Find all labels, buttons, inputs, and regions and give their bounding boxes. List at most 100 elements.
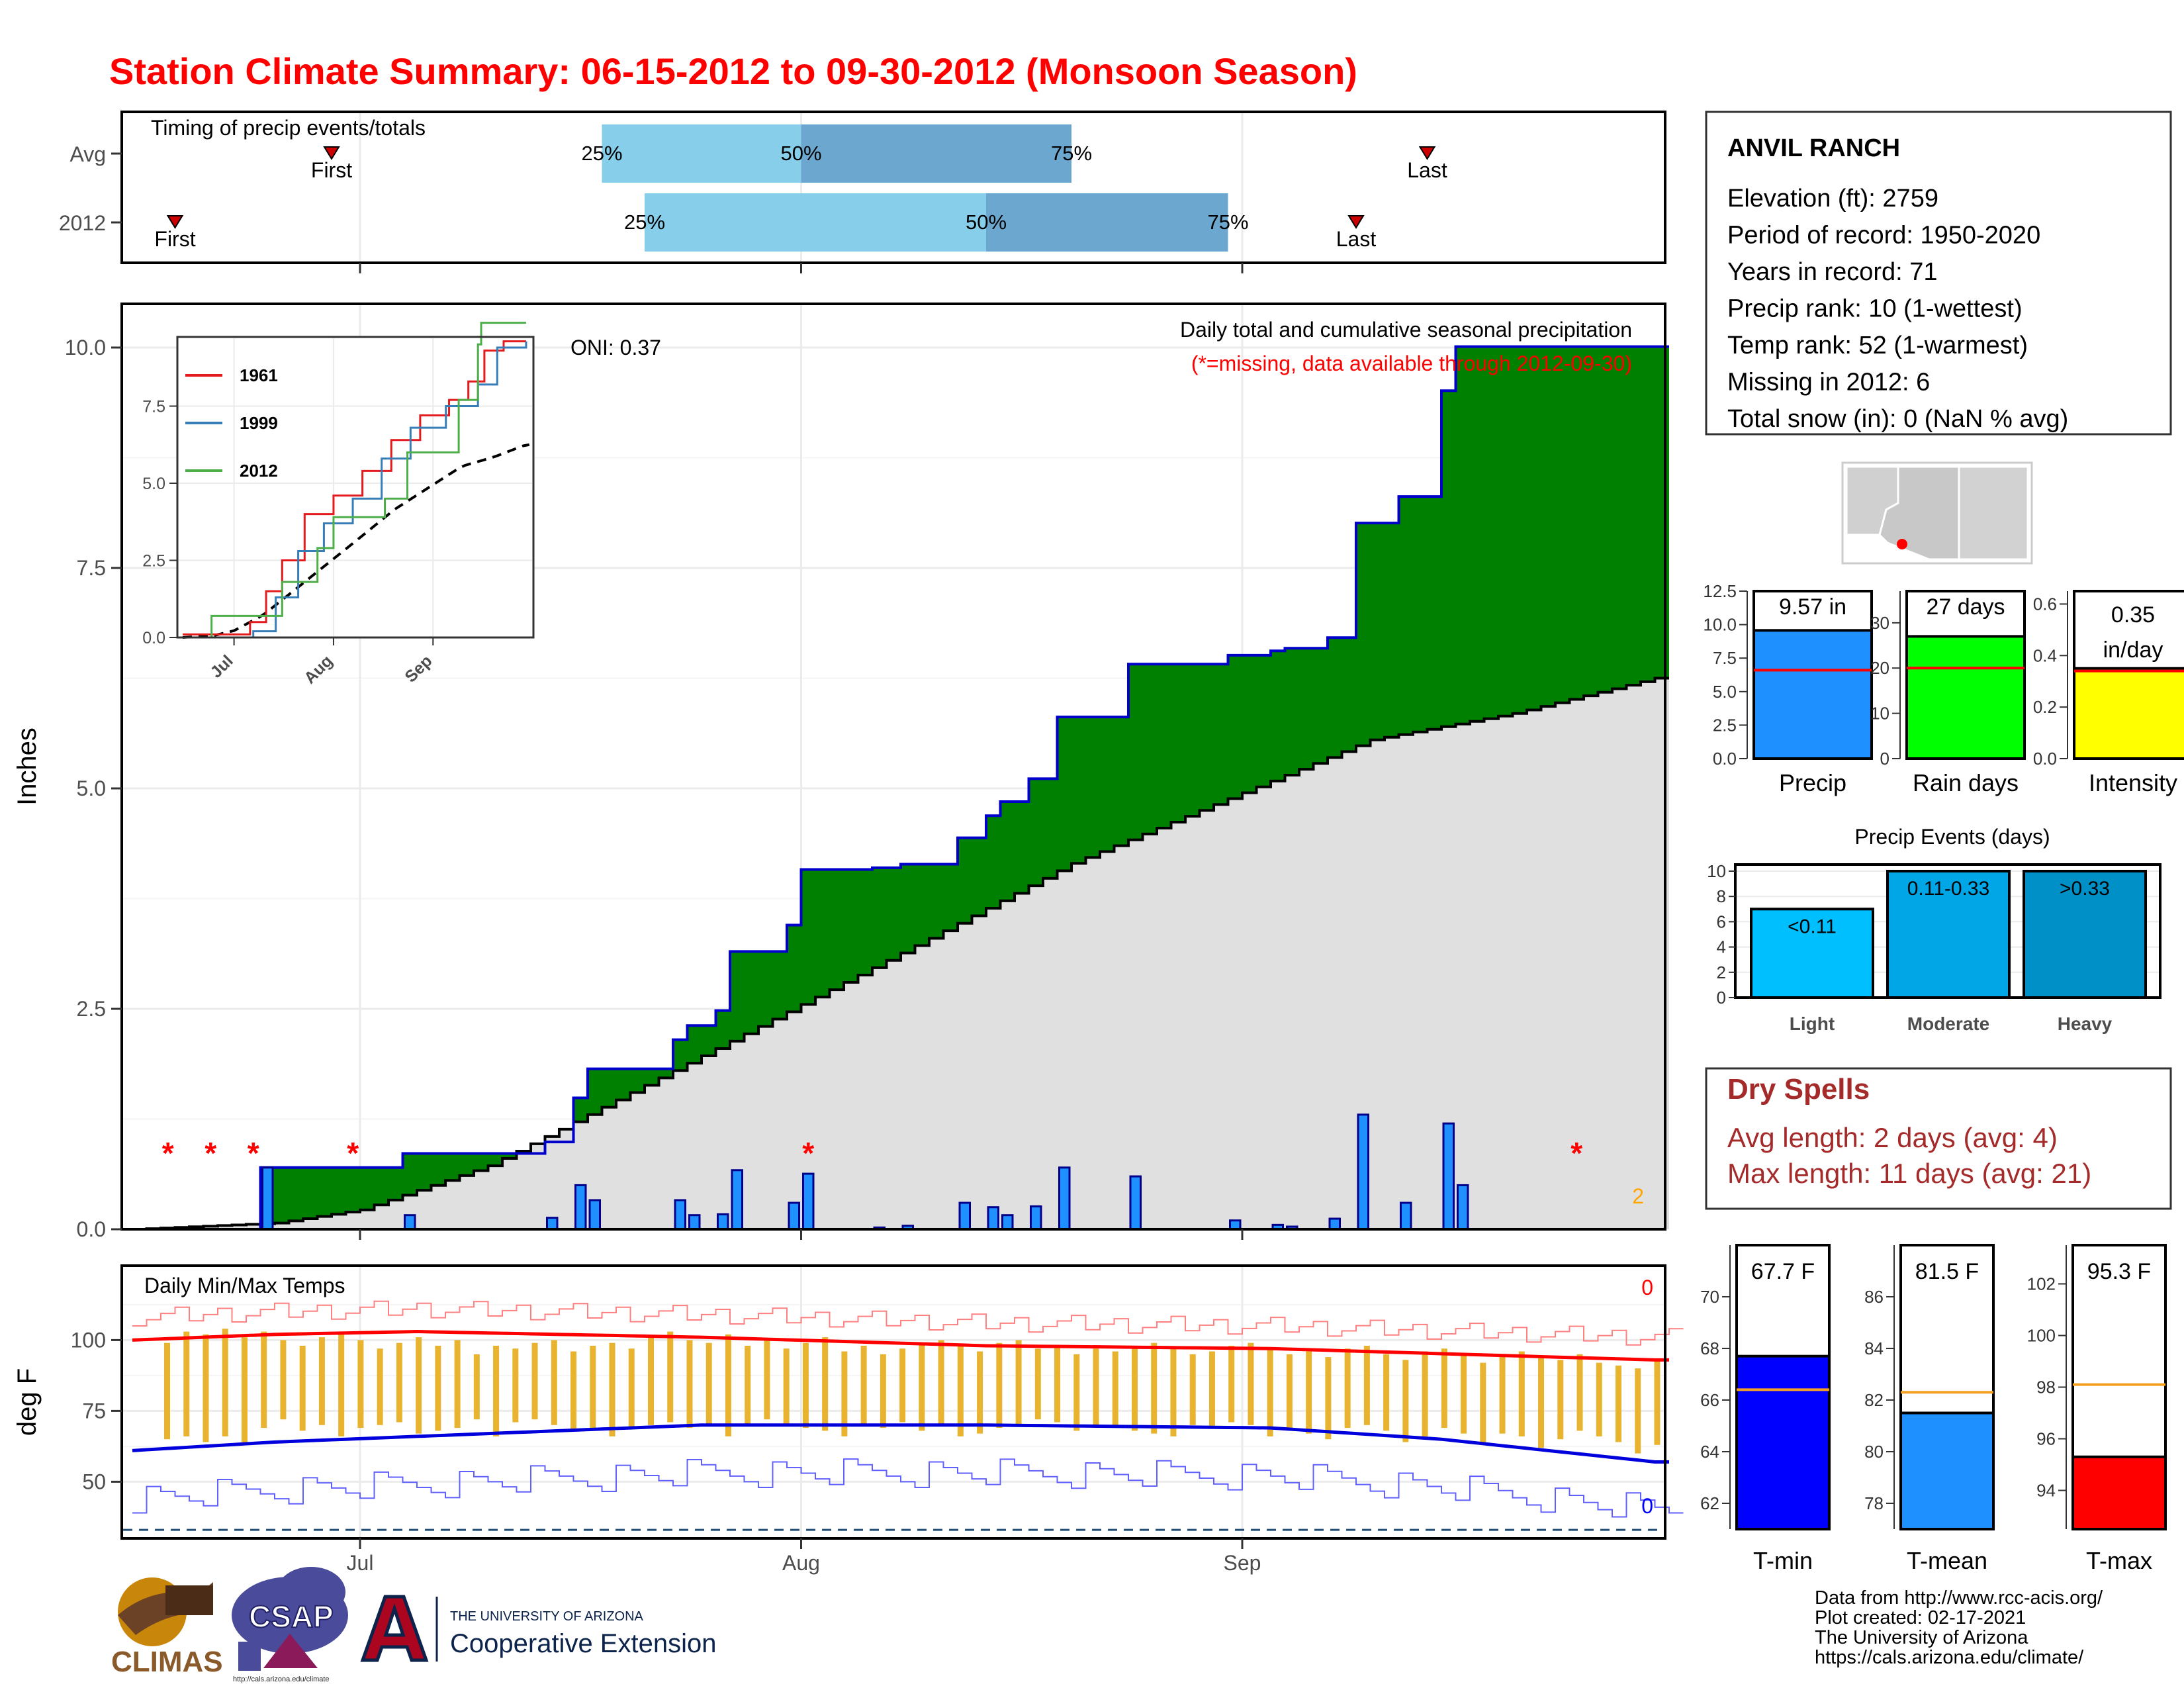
daily-temp-range-bar-34 bbox=[822, 1337, 829, 1431]
daily-temp-range-bar-77 bbox=[1654, 1360, 1661, 1445]
summary-bar-0-tick-label-1: 2.5 bbox=[1713, 715, 1737, 735]
daily-precip-bar-5 bbox=[674, 1199, 686, 1231]
daily-temp-range-bar-62 bbox=[1363, 1345, 1370, 1425]
daily-temp-range-bar-41 bbox=[957, 1345, 964, 1436]
daily-precip-bar-0 bbox=[261, 1166, 274, 1231]
precip-ytick-label-1: 2.5 bbox=[77, 997, 106, 1021]
daily-temp-range-bar-45 bbox=[1034, 1348, 1041, 1420]
inset-legend-label-2012: 2012 bbox=[240, 461, 278, 481]
daily-temp-range-bar-50 bbox=[1132, 1345, 1138, 1431]
temp-summary-bar-0-tick-label-4: 70 bbox=[1700, 1287, 1719, 1307]
y2012-first-label: First bbox=[154, 227, 195, 251]
inset-line-2012 bbox=[183, 322, 526, 639]
temp-summary-bar-1-tick-label-2: 82 bbox=[1864, 1390, 1884, 1410]
daily-temp-range-bar-60 bbox=[1325, 1357, 1332, 1440]
dry-spells-title: Dry Spells bbox=[1727, 1073, 1870, 1105]
y2012-first-marker bbox=[166, 215, 184, 229]
daily-temp-range-bar-0 bbox=[164, 1342, 170, 1440]
daily-temp-range-bar-38 bbox=[899, 1348, 906, 1423]
csap-mountain-icon bbox=[263, 1634, 318, 1668]
inset-line-1961 bbox=[183, 340, 526, 635]
daily-temp-range-bar-46 bbox=[1054, 1345, 1061, 1423]
avg-last-label: Last bbox=[1407, 158, 1447, 182]
inset-ytick-label-1: 2.5 bbox=[142, 552, 165, 571]
daily-temp-range-bar-4 bbox=[241, 1337, 248, 1445]
daily-temp-range-bar-42 bbox=[977, 1351, 983, 1434]
avg-p75-label: 75% bbox=[1051, 142, 1092, 165]
csap-cloud-top-icon bbox=[277, 1567, 345, 1617]
events-category-0: Light bbox=[1790, 1013, 1835, 1034]
missing-day-markers: * * * * * * bbox=[162, 1136, 1583, 1170]
station-info-lines: Elevation (ft): 2759 Period of record: 19… bbox=[1727, 185, 2068, 433]
precip-y-axis: 0.0 2.5 5.0 7.5 10.0 bbox=[65, 336, 122, 1241]
daily-temp-range-bar-44 bbox=[1015, 1340, 1022, 1425]
dry-spells-box: Dry Spells Avg length: 2 days (avg: 4) M… bbox=[1705, 1067, 2172, 1210]
precip-panel-subtitle: (*=missing, data available through 2012-… bbox=[1191, 352, 1632, 375]
daily-temp-range-bar-65 bbox=[1422, 1351, 1428, 1436]
daily-temp-range-bar-21 bbox=[570, 1351, 577, 1431]
y2012-p75-label: 75% bbox=[1207, 211, 1248, 234]
daily-temp-range-bar-63 bbox=[1383, 1354, 1390, 1431]
temp-corner-top: 0 bbox=[1641, 1276, 1653, 1299]
precip-events-chart: Precip Events (days) <0.11 Light 0.11-0.33… bbox=[1707, 825, 2161, 1034]
temp-summary-bar-0-tick-label-2: 66 bbox=[1700, 1390, 1719, 1410]
daily-temp-range-bar-76 bbox=[1635, 1368, 1641, 1454]
daily-temp-range-bar-61 bbox=[1344, 1348, 1351, 1429]
summary-bar-2-value-text: 0.35 bbox=[2111, 602, 2155, 628]
summary-bar-1-value-bar bbox=[1905, 635, 2026, 760]
temp-panel-title: Daily Min/Max Temps bbox=[144, 1274, 345, 1297]
temp-summary-bar-2-tick-label-1: 96 bbox=[2036, 1429, 2056, 1449]
temp-summary-bar-0-value-text: 67.7 F bbox=[1751, 1259, 1815, 1284]
temp-summary-bar-2-tick-label-0: 94 bbox=[2036, 1481, 2056, 1501]
daily-temp-range-bar-51 bbox=[1151, 1342, 1158, 1434]
daily-temp-range-bar-26 bbox=[667, 1331, 674, 1423]
daily-temp-range-bar-40 bbox=[938, 1340, 944, 1425]
average-cumulative-line bbox=[132, 677, 1669, 1231]
events-ytick-label-3: 6 bbox=[1717, 912, 1726, 931]
y2012-p50-label: 50% bbox=[966, 211, 1007, 234]
temp-summary-bar-2-label: T-max bbox=[2086, 1547, 2152, 1574]
station-name: ANVIL RANCH bbox=[1727, 134, 1900, 162]
events-frame bbox=[1734, 863, 2161, 999]
climas-mesa-icon bbox=[165, 1585, 213, 1615]
location-map bbox=[1841, 461, 2033, 565]
summary-bars: 0.0 2.5 5.0 7.5 10.0 12.5 Precip 9.57 in 0 10 20 30… bbox=[1703, 581, 2184, 796]
summary-bar-2-value-text-2: in/day bbox=[2103, 637, 2163, 663]
missing-day-marker-0: * bbox=[162, 1136, 174, 1170]
inset-legend: 1961 1999 2012 bbox=[185, 365, 278, 481]
daily-precip-bar-3 bbox=[574, 1184, 587, 1231]
summary-bar-1-tick-label-0: 0 bbox=[1880, 749, 1889, 769]
summary-bar-2-tick-label-3: 0.6 bbox=[2033, 594, 2057, 614]
dry-spells-frame bbox=[1705, 1067, 2172, 1210]
daily-temp-range-bar-53 bbox=[1189, 1354, 1196, 1425]
inset-ytick-label-3: 7.5 bbox=[142, 398, 165, 416]
daily-precip-bar-8 bbox=[731, 1169, 743, 1231]
temp-ytick-label-1: 75 bbox=[82, 1399, 106, 1423]
daily-temp-range-bar-33 bbox=[802, 1342, 809, 1429]
summary-bar-1-label: Rain days bbox=[1913, 769, 2019, 796]
chart-title: Station Climate Summary: 06-15-2012 to 0… bbox=[109, 50, 1357, 92]
station-info-line-2: Years in record: 71 bbox=[1727, 258, 1938, 286]
daily-temp-range-bar-15 bbox=[454, 1340, 461, 1429]
summary-bar-0-tick-label-2: 5.0 bbox=[1713, 682, 1737, 702]
daily-temp-range-bar-36 bbox=[860, 1345, 867, 1425]
missing-day-marker-4: * bbox=[802, 1136, 814, 1170]
daily-temp-range-bar-13 bbox=[416, 1337, 422, 1434]
daily-temp-range-bar-70 bbox=[1518, 1351, 1525, 1436]
station-info-line-6: Total snow (in): 0 (NaN % avg) bbox=[1727, 405, 2068, 433]
cumulative-precip-line bbox=[132, 345, 1669, 1231]
station-info-line-5: Missing in 2012: 6 bbox=[1727, 369, 1930, 397]
summary-bar-0-tick-label-4: 10.0 bbox=[1703, 615, 1737, 635]
csap-logo-text: CSAP bbox=[249, 1599, 334, 1634]
temp-ylabel: deg F bbox=[13, 1368, 42, 1436]
y2012-p50-p75-bar bbox=[986, 193, 1228, 252]
oni-label: ONI: 0.37 bbox=[570, 336, 661, 359]
daily-temp-range-bar-35 bbox=[841, 1351, 848, 1436]
daily-temp-range-bar-57 bbox=[1267, 1348, 1273, 1436]
daily-precip-bars bbox=[261, 1113, 1469, 1231]
temp-summary-bar-1-label: T-mean bbox=[1907, 1547, 1987, 1574]
daily-temp-range-bar-18 bbox=[512, 1348, 519, 1423]
daily-precip-bar-18 bbox=[1129, 1175, 1142, 1231]
